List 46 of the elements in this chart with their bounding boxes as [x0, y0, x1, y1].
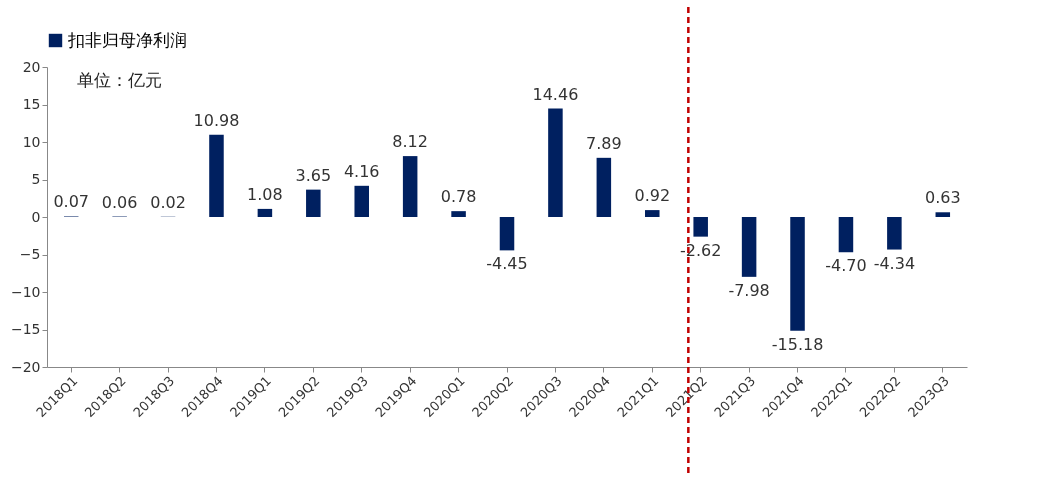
bar — [209, 134, 224, 217]
bar — [645, 210, 660, 217]
y-tick-label: 20 — [22, 58, 41, 75]
data-label: 3.65 — [295, 165, 332, 185]
bar — [257, 208, 273, 217]
data-label: -2.62 — [679, 240, 722, 260]
data-label: -15.18 — [771, 334, 824, 354]
y-tick-label: −10 — [10, 283, 41, 300]
bar — [693, 217, 708, 237]
y-tick-label: −15 — [10, 321, 41, 337]
bar — [741, 217, 757, 277]
data-label: 0.63 — [924, 188, 961, 208]
bar — [790, 217, 805, 331]
data-label: 1.08 — [247, 184, 283, 204]
bar — [596, 157, 612, 217]
data-label: 4.16 — [343, 161, 380, 181]
bar — [499, 217, 515, 251]
y-tick-label: 10 — [22, 133, 41, 150]
bar — [887, 217, 902, 250]
y-tick-label: 0 — [31, 208, 41, 225]
data-label: 0.92 — [634, 186, 671, 206]
data-label: -4.70 — [825, 256, 867, 276]
data-label: 0.06 — [101, 192, 138, 212]
data-label: 8.12 — [392, 132, 428, 152]
data-label: -4.45 — [486, 254, 528, 274]
data-label: 14.46 — [532, 84, 579, 104]
y-tick-label: 5 — [31, 171, 41, 187]
data-label: -7.98 — [728, 280, 770, 300]
y-tick-label: 15 — [22, 96, 41, 112]
y-tick-label: −5 — [19, 246, 41, 262]
bar — [838, 217, 854, 253]
bar — [306, 189, 321, 217]
bar — [935, 212, 951, 217]
bar — [548, 108, 563, 217]
data-label: -4.34 — [873, 253, 916, 273]
y-tick-label: −20 — [10, 358, 41, 375]
bar — [402, 156, 418, 217]
bar — [451, 211, 466, 217]
data-label: 0.78 — [440, 187, 477, 207]
legend-label: 扣非归母净利润 — [67, 29, 187, 50]
bar — [354, 185, 369, 217]
data-label: 10.98 — [193, 110, 240, 130]
data-label: 7.89 — [586, 133, 622, 153]
annotation: 单位：亿元 — [77, 70, 162, 90]
data-label: 0.07 — [53, 192, 90, 212]
data-label: 0.02 — [150, 192, 186, 212]
